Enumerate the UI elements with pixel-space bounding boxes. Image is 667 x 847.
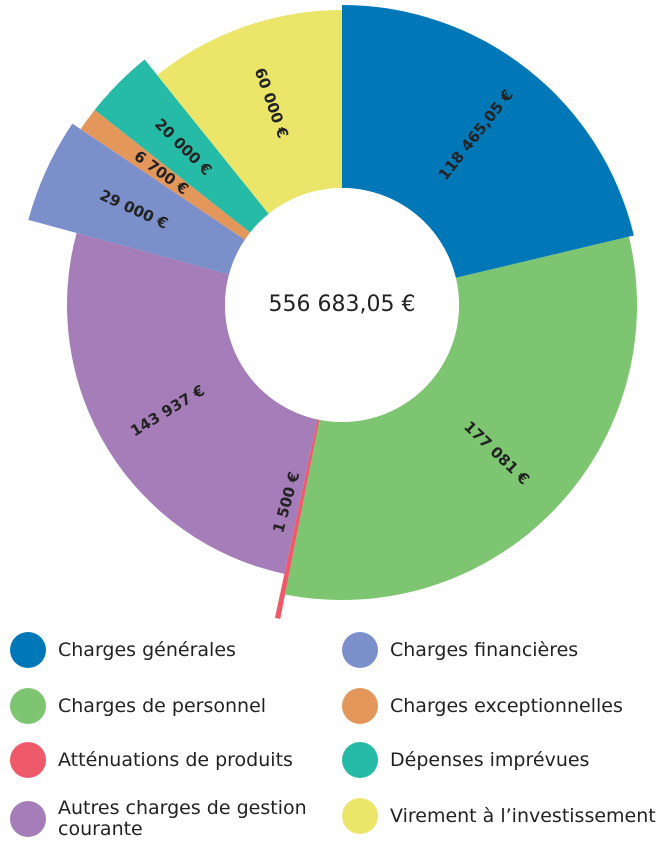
legend-swatch [10,801,46,837]
slice [274,419,320,619]
slice [66,232,318,574]
legend-label: Charges exceptionnelles [390,694,623,717]
legend-label: Charges de personnel [58,694,267,717]
legend-swatch [342,742,378,778]
legend-swatch [10,632,46,668]
slice [157,10,342,214]
legend-swatch [342,688,378,724]
legend-label: Charges générales [58,638,236,661]
legend-item: Autres charges de gestion courante [10,798,328,840]
legend-item: Dépenses imprévues [342,742,667,778]
slice [94,59,269,233]
legend-item: Charges de personnel [10,688,328,724]
legend-swatch [10,742,46,778]
legend-swatch [10,688,46,724]
center-total: 556 683,05 € [269,292,416,317]
legend-swatch [342,632,378,668]
chart: 118 465,05 €177 081 €1 500 €143 937 €29 … [28,5,637,619]
legend-label: Autres charges de gestion courante [58,797,307,840]
legend-item: Atténuations de produits [10,742,328,778]
legend-label: Charges financières [390,638,579,661]
slice [28,123,245,275]
legend-item: Virement à l’investissement [342,798,667,834]
legend-item: Charges générales [10,632,328,668]
legend-label: Atténuations de produits [58,748,293,771]
slice [342,5,634,278]
legend-label: Virement à l’investissement [390,804,656,827]
legend-item: Charges financières [342,632,667,668]
slice [285,236,637,600]
legend-label: Dépenses imprévues [390,748,590,771]
center-hole [225,188,459,422]
legend-item: Charges exceptionnelles [342,688,667,724]
legend-swatch [342,798,378,834]
slice [80,109,251,240]
